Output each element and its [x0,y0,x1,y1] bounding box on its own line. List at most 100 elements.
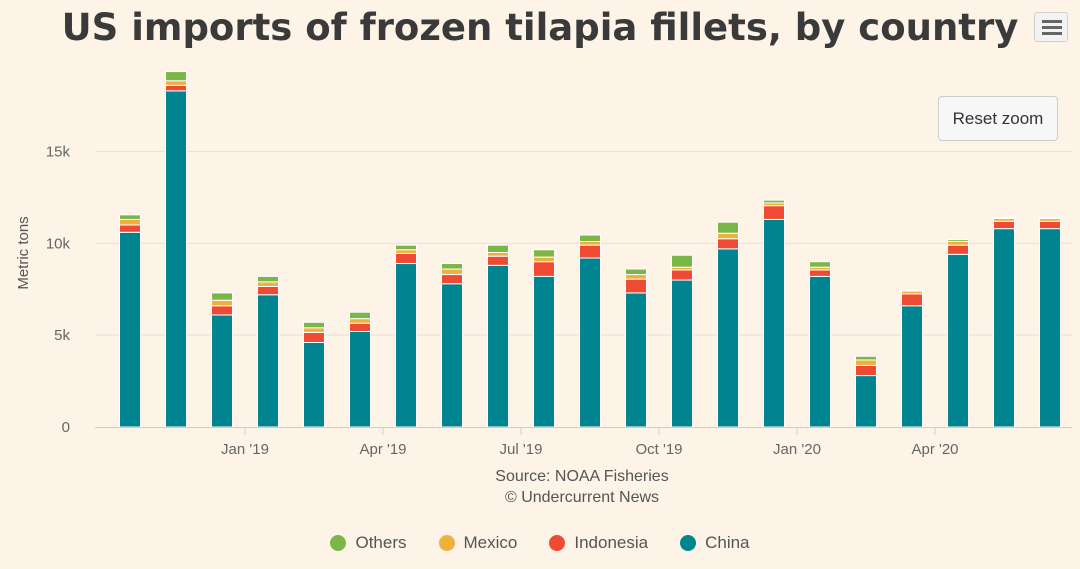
bar-others[interactable] [119,214,141,220]
bar-indonesia[interactable] [119,224,141,233]
bar-china[interactable] [717,248,739,428]
bar-china[interactable] [119,231,141,428]
bar-others[interactable] [717,221,739,234]
bar-indonesia[interactable] [579,244,601,259]
bar-others[interactable] [303,321,325,329]
bar-mexico[interactable] [533,256,555,263]
bar-others[interactable] [947,239,969,242]
y-tick-label: 10k [46,235,71,252]
bar-others[interactable] [855,355,877,361]
bar-mexico[interactable] [947,240,969,246]
bar-indonesia[interactable] [165,84,187,92]
legend-item-indonesia[interactable]: Indonesia [549,533,648,553]
bar-mexico[interactable] [855,359,877,366]
bar-china[interactable] [395,263,417,428]
bar-indonesia[interactable] [257,285,279,296]
x-tick-label: Jan '19 [221,441,269,458]
bar-others[interactable] [533,249,555,258]
y-tick-label: 0 [62,419,70,436]
bar-indonesia[interactable] [809,269,831,277]
bar-china[interactable] [349,330,371,428]
bar-indonesia[interactable] [349,322,371,332]
bar-others[interactable] [257,275,279,283]
menu-icon-line [1042,26,1062,29]
bar-others[interactable] [625,268,647,276]
bar-mexico[interactable] [625,274,647,280]
bar-mexico[interactable] [165,80,187,86]
legend-label: China [705,533,750,552]
bar-others[interactable] [809,261,831,268]
bar-indonesia[interactable] [533,261,555,277]
bar-mexico[interactable] [487,252,509,257]
bar-mexico[interactable] [257,281,279,287]
bar-indonesia[interactable] [211,305,233,316]
bar-indonesia[interactable] [763,205,785,220]
bar-china[interactable] [1039,228,1061,428]
bar-mexico[interactable] [303,327,325,333]
bar-indonesia[interactable] [993,220,1015,230]
bar-china[interactable] [993,228,1015,428]
bar-mexico[interactable] [579,240,601,246]
bar-indonesia[interactable] [717,238,739,250]
x-tick-label: Jul '19 [500,441,543,458]
bar-china[interactable] [763,218,785,428]
bar-mexico[interactable] [717,232,739,240]
x-tick-label: Jan '20 [773,441,821,458]
bar-china[interactable] [855,375,877,428]
x-tick-label: Oct '19 [635,441,682,458]
bar-indonesia[interactable] [1039,220,1061,230]
bar-indonesia[interactable] [901,293,923,307]
bar-china[interactable] [947,253,969,428]
bar-others[interactable] [441,263,463,270]
bar-indonesia[interactable] [947,244,969,255]
source-credit: Source: NOAA Fisheries [495,468,668,485]
bar-indonesia[interactable] [303,331,325,344]
bar-mexico[interactable] [211,299,233,307]
bar-mexico[interactable] [395,249,417,254]
bar-china[interactable] [625,292,647,428]
bars [119,71,1061,428]
bar-china[interactable] [671,279,693,428]
chart-menu-button[interactable] [1034,12,1068,42]
bar-china[interactable] [165,90,187,428]
bar-indonesia[interactable] [855,364,877,377]
bar-mexico[interactable] [119,218,141,226]
bar-china[interactable] [579,257,601,428]
bar-china[interactable] [487,264,509,428]
bar-china[interactable] [809,275,831,428]
legend-item-others[interactable]: Others [330,533,407,553]
y-tick-label: 5k [54,327,70,344]
bar-others[interactable] [1039,217,1061,220]
bar-others[interactable] [211,292,233,301]
bar-others[interactable] [901,289,923,292]
bar-china[interactable] [901,305,923,428]
bar-others[interactable] [395,244,417,251]
bar-others[interactable] [579,234,601,242]
bar-indonesia[interactable] [625,278,647,294]
bar-others[interactable] [763,199,785,204]
bar-indonesia[interactable] [487,255,509,266]
bar-mexico[interactable] [349,318,371,324]
x-tick-label: Apr '20 [911,441,958,458]
bar-others[interactable] [165,71,187,82]
bar-others[interactable] [671,254,693,268]
bar-china[interactable] [257,294,279,428]
x-axis-ticks: Jan '19 Apr '19 Jul '19 Oct '19 Jan '20 Apr '… [221,427,959,458]
reset-zoom-button[interactable]: Reset zoom [938,96,1058,141]
legend-item-mexico[interactable]: Mexico [438,533,517,553]
bar-indonesia[interactable] [441,274,463,285]
legend-item-china[interactable]: China [680,533,750,553]
bar-china[interactable] [303,342,325,428]
bar-others[interactable] [487,244,509,254]
bar-indonesia[interactable] [671,269,693,281]
bar-others[interactable] [993,217,1015,220]
bar-china[interactable] [533,275,555,428]
bar-china[interactable] [441,283,463,428]
bar-china[interactable] [211,314,233,428]
legend: Others Mexico Indonesia China [0,533,1080,553]
bar-others[interactable] [349,311,371,320]
bar-indonesia[interactable] [395,252,417,265]
bar-mexico[interactable] [441,268,463,276]
legend-marker [549,535,566,551]
